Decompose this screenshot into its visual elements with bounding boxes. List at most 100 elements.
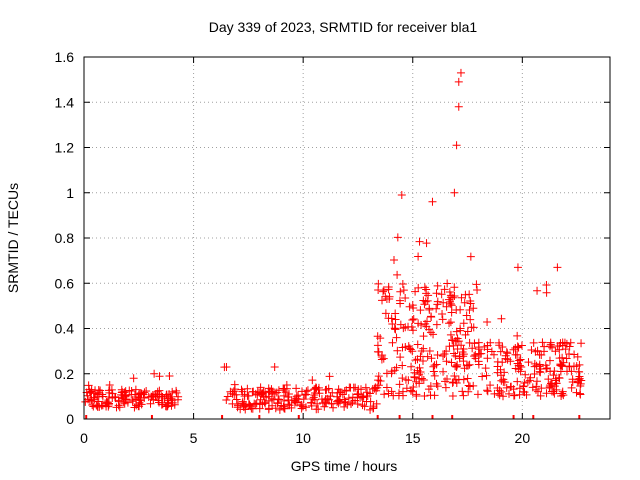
data-point (163, 402, 172, 411)
data-point (465, 338, 474, 347)
data-point (393, 233, 402, 242)
data-point (379, 287, 388, 296)
data-point (415, 363, 424, 372)
data-point (104, 386, 113, 395)
data-point (172, 386, 181, 395)
data-point (313, 399, 322, 408)
data-point (131, 385, 140, 394)
data-point (458, 387, 467, 396)
data-point (532, 382, 541, 391)
data-point (336, 397, 345, 406)
data-point (112, 403, 121, 412)
data-point (376, 377, 385, 386)
data-point (380, 390, 389, 399)
data-point (483, 386, 492, 395)
data-point (465, 306, 474, 315)
data-point (493, 368, 502, 377)
data-point-peak (553, 263, 562, 272)
data-point (541, 361, 550, 370)
data-point (372, 399, 381, 408)
data-point (443, 375, 452, 384)
data-point (466, 315, 475, 324)
data-point (401, 323, 410, 332)
data-point (275, 405, 284, 414)
data-point (411, 287, 420, 296)
data-point (527, 346, 536, 355)
data-point (340, 386, 349, 395)
data-point (344, 394, 353, 403)
data-point (388, 338, 397, 347)
data-point (417, 374, 426, 383)
data-point (558, 362, 567, 371)
data-point (466, 252, 475, 261)
data-point (130, 403, 139, 412)
data-point (84, 395, 93, 404)
data-point (499, 377, 508, 386)
data-point (432, 320, 441, 329)
data-point (237, 385, 246, 394)
data-point (157, 400, 166, 409)
data-point (414, 252, 423, 261)
data-point (460, 364, 469, 373)
y-axis-label: SRMTID / TECUs (5, 183, 21, 293)
data-point (419, 332, 428, 341)
data-point (258, 389, 267, 398)
data-point (418, 357, 427, 366)
y-tick-label: 1.2 (55, 140, 75, 156)
data-point (86, 388, 95, 397)
data-point-peak (452, 141, 461, 150)
data-point (91, 386, 100, 395)
data-point (497, 387, 506, 396)
data-point-peak (513, 263, 522, 272)
data-point (443, 279, 452, 288)
data-point (567, 383, 576, 392)
data-point (549, 387, 558, 396)
data-point (358, 401, 367, 410)
data-point (441, 383, 450, 392)
data-point (395, 380, 404, 389)
data-point (562, 354, 571, 363)
data-point (494, 389, 503, 398)
data-point (430, 361, 439, 370)
data-point (382, 383, 391, 392)
data-point (449, 341, 458, 350)
data-point (554, 373, 563, 382)
data-point (356, 393, 365, 402)
data-point (401, 294, 410, 303)
data-point (118, 391, 127, 400)
data-point (301, 390, 310, 399)
data-point (511, 350, 520, 359)
data-point (456, 326, 465, 335)
data-point (486, 381, 495, 390)
data-point (271, 404, 280, 413)
data-point (398, 361, 407, 370)
data-point (438, 309, 447, 318)
data-point (478, 372, 487, 381)
data-point (374, 372, 383, 381)
data-point (168, 387, 177, 396)
data-point (502, 348, 511, 357)
y-tick-label: 0.4 (55, 321, 75, 337)
data-point (284, 400, 293, 409)
data-point (575, 367, 584, 376)
data-point (446, 318, 455, 327)
data-point (320, 402, 329, 411)
data-point-peak (456, 68, 465, 77)
data-point (440, 285, 449, 294)
data-point (391, 315, 400, 324)
data-point (226, 387, 235, 396)
data-point (136, 393, 145, 402)
data-point (307, 398, 316, 407)
data-point (153, 390, 162, 399)
data-point (333, 392, 342, 401)
data-point (542, 288, 551, 297)
data-point (162, 390, 171, 399)
data-point (291, 396, 300, 405)
data-point (514, 343, 523, 352)
data-point (396, 299, 405, 308)
y-tick-label: 0 (66, 411, 74, 427)
data-point (347, 399, 356, 408)
data-point (463, 374, 472, 383)
data-point-peak (397, 191, 406, 200)
data-point (88, 401, 97, 410)
